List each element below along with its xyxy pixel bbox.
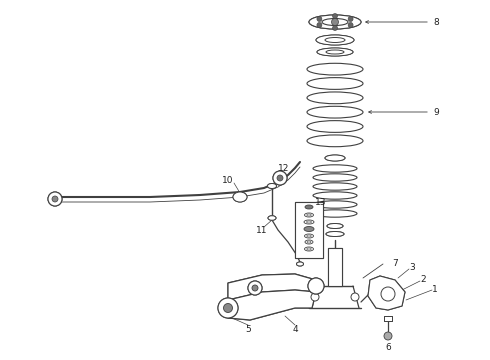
Text: 4: 4 (292, 325, 298, 334)
Ellipse shape (327, 224, 343, 229)
Circle shape (348, 17, 353, 22)
Ellipse shape (317, 48, 353, 56)
Ellipse shape (307, 135, 363, 147)
Ellipse shape (304, 226, 314, 231)
Ellipse shape (307, 78, 363, 89)
Polygon shape (228, 274, 316, 300)
Circle shape (52, 196, 58, 202)
Ellipse shape (307, 235, 311, 237)
Ellipse shape (305, 240, 313, 244)
Ellipse shape (307, 221, 312, 223)
Bar (328, 248, 342, 286)
Ellipse shape (304, 247, 314, 251)
Ellipse shape (305, 205, 313, 209)
Ellipse shape (325, 155, 345, 161)
Ellipse shape (296, 262, 303, 266)
Ellipse shape (325, 155, 345, 161)
Ellipse shape (325, 37, 345, 42)
Text: 3: 3 (409, 264, 415, 273)
Ellipse shape (317, 48, 353, 56)
Circle shape (48, 192, 62, 206)
Circle shape (48, 192, 62, 206)
Ellipse shape (326, 231, 344, 237)
Circle shape (218, 298, 238, 318)
Ellipse shape (309, 15, 361, 29)
Text: 9: 9 (433, 108, 439, 117)
Circle shape (384, 332, 392, 340)
Bar (384, 316, 392, 321)
Polygon shape (228, 290, 316, 320)
Text: 1: 1 (432, 285, 438, 294)
Ellipse shape (268, 216, 276, 220)
Ellipse shape (326, 50, 344, 54)
Circle shape (317, 17, 322, 22)
Circle shape (351, 293, 359, 301)
Ellipse shape (313, 210, 357, 217)
Ellipse shape (313, 174, 357, 181)
Bar (295, 202, 323, 258)
Ellipse shape (313, 192, 357, 199)
Text: 5: 5 (245, 325, 251, 334)
Text: 6: 6 (385, 343, 391, 352)
Text: 7: 7 (392, 260, 398, 269)
Circle shape (273, 171, 287, 185)
Circle shape (277, 175, 283, 181)
Bar (328, 248, 342, 286)
Circle shape (311, 293, 319, 301)
Circle shape (308, 278, 324, 294)
Ellipse shape (268, 184, 276, 189)
Circle shape (248, 281, 262, 295)
Ellipse shape (307, 121, 363, 132)
Ellipse shape (268, 184, 276, 189)
Circle shape (333, 26, 338, 31)
Text: 2: 2 (420, 275, 426, 284)
Circle shape (333, 14, 338, 18)
Circle shape (223, 303, 232, 312)
Bar (295, 202, 323, 258)
Ellipse shape (313, 165, 357, 172)
Circle shape (248, 281, 262, 295)
Text: 12: 12 (278, 163, 290, 172)
Ellipse shape (307, 63, 363, 75)
Polygon shape (368, 276, 405, 310)
Text: 10: 10 (222, 176, 234, 185)
Circle shape (381, 287, 395, 301)
Polygon shape (368, 276, 405, 310)
Circle shape (317, 23, 322, 27)
Ellipse shape (233, 192, 247, 202)
Text: 8: 8 (433, 18, 439, 27)
Circle shape (252, 285, 258, 291)
Ellipse shape (307, 214, 311, 216)
Ellipse shape (268, 216, 276, 220)
Circle shape (308, 278, 324, 294)
Ellipse shape (307, 106, 363, 118)
Text: 13: 13 (315, 198, 327, 207)
Ellipse shape (309, 15, 361, 29)
Circle shape (332, 18, 339, 26)
Ellipse shape (307, 248, 311, 250)
Circle shape (348, 23, 353, 27)
Ellipse shape (313, 183, 357, 190)
Ellipse shape (233, 192, 247, 202)
Ellipse shape (307, 241, 311, 243)
Bar (384, 316, 392, 321)
Circle shape (273, 171, 287, 185)
Ellipse shape (327, 224, 343, 229)
Ellipse shape (304, 220, 314, 224)
Ellipse shape (304, 234, 314, 238)
Ellipse shape (304, 213, 314, 217)
Ellipse shape (322, 18, 348, 26)
Ellipse shape (316, 35, 354, 45)
Ellipse shape (296, 262, 303, 266)
Polygon shape (228, 290, 316, 320)
Ellipse shape (326, 231, 344, 237)
Ellipse shape (313, 201, 357, 208)
Ellipse shape (316, 35, 354, 45)
Ellipse shape (307, 92, 363, 104)
Text: 11: 11 (256, 225, 268, 234)
Polygon shape (228, 274, 316, 300)
Circle shape (218, 298, 238, 318)
